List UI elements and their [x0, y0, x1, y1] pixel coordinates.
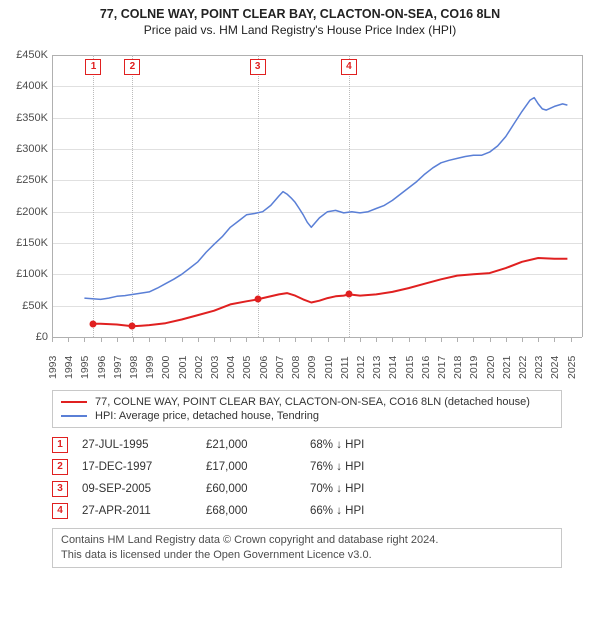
sale-date: 09-SEP-2005 — [82, 478, 206, 500]
sale-price: £68,000 — [206, 500, 310, 522]
sale-marker: 3 — [52, 481, 68, 497]
sale-marker: 2 — [52, 459, 68, 475]
footer: Contains HM Land Registry data © Crown c… — [52, 528, 562, 568]
legend-row: HPI: Average price, detached house, Tend… — [61, 409, 553, 423]
sale-price: £21,000 — [206, 434, 310, 456]
sale-date: 27-APR-2011 — [82, 500, 206, 522]
price-chart: £0£50K£100K£150K£200K£250K£300K£350K£400… — [8, 41, 592, 386]
sales-table: 1 27-JUL-1995£21,00068% ↓ HPI 2 17-DEC-1997… — [52, 434, 378, 522]
legend-swatch — [61, 401, 87, 403]
legend-label: 77, COLNE WAY, POINT CLEAR BAY, CLACTON-… — [95, 396, 530, 408]
series-hpi — [84, 97, 567, 299]
table-row: 3 09-SEP-2005£60,00070% ↓ HPI — [52, 478, 378, 500]
table-row: 1 27-JUL-1995£21,00068% ↓ HPI — [52, 434, 378, 456]
page-title: 77, COLNE WAY, POINT CLEAR BAY, CLACTON-… — [8, 6, 592, 23]
footer-line-2: This data is licensed under the Open Gov… — [61, 548, 553, 563]
sale-price: £60,000 — [206, 478, 310, 500]
sale-date: 17-DEC-1997 — [82, 456, 206, 478]
legend-row: 77, COLNE WAY, POINT CLEAR BAY, CLACTON-… — [61, 395, 553, 409]
sale-vs-hpi: 68% ↓ HPI — [310, 434, 378, 456]
sale-price: £17,000 — [206, 456, 310, 478]
series-price_paid — [94, 258, 568, 326]
title-block: 77, COLNE WAY, POINT CLEAR BAY, CLACTON-… — [8, 6, 592, 37]
legend-swatch — [61, 415, 87, 417]
sale-vs-hpi: 66% ↓ HPI — [310, 500, 378, 522]
legend-label: HPI: Average price, detached house, Tend… — [95, 410, 319, 422]
sale-marker: 4 — [52, 503, 68, 519]
sale-vs-hpi: 70% ↓ HPI — [310, 478, 378, 500]
page-subtitle: Price paid vs. HM Land Registry's House … — [8, 23, 592, 37]
table-row: 2 17-DEC-1997£17,00076% ↓ HPI — [52, 456, 378, 478]
table-row: 4 27-APR-2011£68,00066% ↓ HPI — [52, 500, 378, 522]
sale-date: 27-JUL-1995 — [82, 434, 206, 456]
legend: 77, COLNE WAY, POINT CLEAR BAY, CLACTON-… — [52, 390, 562, 428]
sale-marker: 1 — [52, 437, 68, 453]
sale-vs-hpi: 76% ↓ HPI — [310, 456, 378, 478]
footer-line-1: Contains HM Land Registry data © Crown c… — [61, 533, 553, 548]
